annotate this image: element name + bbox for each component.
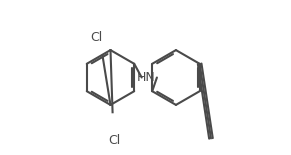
Text: Cl: Cl xyxy=(108,134,120,147)
Text: HN: HN xyxy=(137,71,156,84)
Text: Cl: Cl xyxy=(90,31,102,44)
